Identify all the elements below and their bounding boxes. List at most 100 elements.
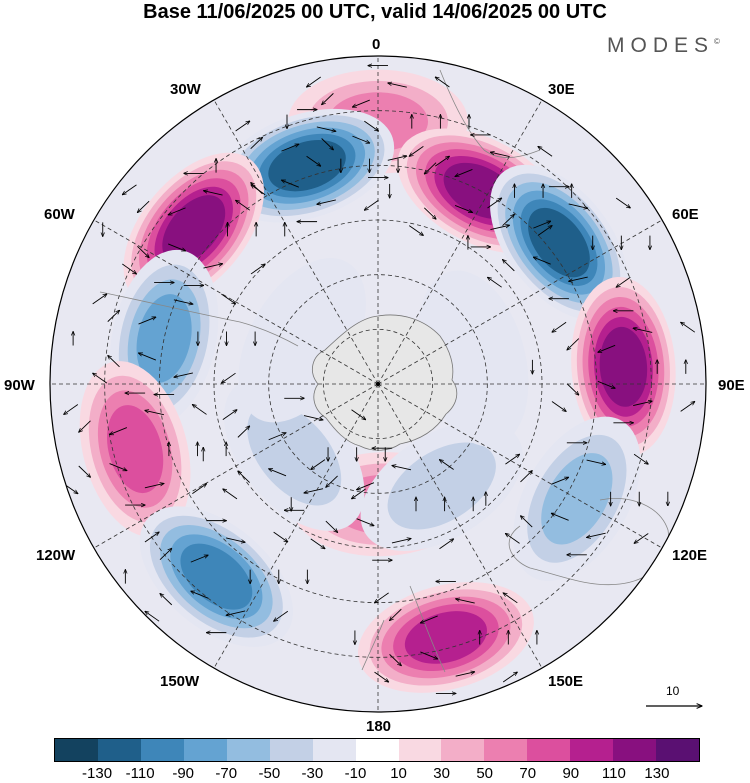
anomaly-contour xyxy=(136,294,192,383)
wind-arrow xyxy=(502,672,517,683)
lon-label-180: 180 xyxy=(366,718,392,735)
wind-arrow xyxy=(391,539,411,544)
wind-arrow xyxy=(420,651,437,659)
meridian-line xyxy=(93,383,379,549)
wind-arrow xyxy=(93,373,108,384)
wind-arrow xyxy=(388,83,407,88)
polar-map xyxy=(49,55,707,713)
colorbar-segment xyxy=(613,739,657,761)
brand-text: MODES xyxy=(607,34,715,57)
wind-arrow xyxy=(587,532,606,537)
wind-arrow xyxy=(203,264,223,269)
latitude-circle xyxy=(268,274,488,494)
wind-arrow xyxy=(387,156,407,161)
colorbar-tick-label: 10 xyxy=(390,765,407,782)
meridian-line xyxy=(377,99,543,385)
wind-arrow xyxy=(235,121,250,132)
lon-label-150e: 150E xyxy=(548,673,584,690)
colorbar-tick-label: -30 xyxy=(301,765,324,782)
wind-arrow xyxy=(357,482,375,490)
wind-arrow xyxy=(325,520,338,532)
colorbar-segment xyxy=(355,739,399,761)
wind-arrow xyxy=(487,198,502,209)
wind-arrow xyxy=(251,185,266,196)
wind-arrow xyxy=(597,380,615,388)
south-pole-dot xyxy=(376,382,380,386)
wind-arrow xyxy=(364,120,378,131)
wind-arrow xyxy=(374,671,388,682)
colorbar-segment xyxy=(656,739,700,761)
meridian-line xyxy=(213,99,379,385)
wind-arrow xyxy=(424,162,437,174)
wind-arrow xyxy=(551,513,569,521)
wind-arrow xyxy=(488,277,502,288)
wind-arrow xyxy=(435,77,450,88)
wind-arrow xyxy=(192,405,207,415)
lon-label-60e: 60E xyxy=(672,206,699,223)
anomaly-contour xyxy=(528,207,590,278)
wind-arrow xyxy=(79,420,91,432)
colorbar-tick-label: 30 xyxy=(433,765,450,782)
wind-arrow xyxy=(137,245,149,257)
wind-arrow xyxy=(552,321,567,332)
wind-arrow xyxy=(490,225,509,231)
wind-arrow xyxy=(633,328,653,333)
wind-arrow xyxy=(533,221,550,229)
wind-arrow xyxy=(281,144,298,152)
wind-arrow xyxy=(520,471,532,483)
anomaly-center xyxy=(139,506,293,647)
graticule xyxy=(50,56,706,712)
wind-arrow xyxy=(110,427,128,435)
lon-label-150w: 150W xyxy=(160,673,200,690)
colorbar-segment xyxy=(527,739,571,761)
wind-arrow xyxy=(236,200,251,211)
wind-arrow xyxy=(108,355,120,368)
wind-arrow xyxy=(321,138,334,150)
wind-arrow xyxy=(568,203,588,208)
wind-arrow xyxy=(311,459,326,470)
anomaly-contour xyxy=(268,139,346,192)
wind-arrow xyxy=(122,263,136,274)
wind-arrow xyxy=(681,322,696,333)
lon-label-120e: 120E xyxy=(672,547,708,564)
wind-arrow xyxy=(569,276,588,281)
wind-arrow xyxy=(616,276,631,287)
meridian-line xyxy=(377,383,543,669)
lon-label-30w: 30W xyxy=(170,81,201,98)
anomaly-contour xyxy=(541,453,613,545)
colorbar-tick-label: -50 xyxy=(258,765,281,782)
wind-arrow xyxy=(326,475,338,487)
lon-label-90w: 90W xyxy=(4,377,35,394)
colorbar-segment xyxy=(97,739,141,761)
wind-arrow xyxy=(351,409,366,420)
colorbar-segment xyxy=(312,739,356,761)
wind-arrow xyxy=(250,137,263,150)
latitude-circle xyxy=(322,328,434,440)
wind-arrow xyxy=(192,484,206,495)
wind-arrow xyxy=(389,654,402,665)
colorbar-segment xyxy=(226,739,270,761)
colorbar-tick-label: -110 xyxy=(125,765,155,782)
wind-arrow xyxy=(634,533,649,543)
wind-arrow xyxy=(455,672,475,677)
wind-arrow xyxy=(122,184,137,195)
wind-arrow xyxy=(456,599,475,604)
wind-arrow xyxy=(392,466,412,471)
colorbar-segment xyxy=(441,739,485,761)
wind-arrow xyxy=(226,610,246,615)
wind-arrow xyxy=(168,207,186,215)
wind-arrow xyxy=(533,257,551,265)
wind-arrow xyxy=(505,533,520,544)
wind-arrow xyxy=(502,214,515,227)
lon-label-0: 0 xyxy=(372,36,381,53)
wind-arrow xyxy=(352,135,369,143)
wind-arrow xyxy=(191,591,209,599)
meridian-line xyxy=(377,383,663,549)
wind-arrow xyxy=(139,353,157,361)
wind-arrow xyxy=(107,310,120,322)
wind-arrow xyxy=(409,146,424,156)
colorbar-tick-label: 90 xyxy=(562,765,580,782)
lon-label-120w: 120W xyxy=(36,547,76,564)
wind-arrow xyxy=(238,471,250,483)
brand-logo: MODES© xyxy=(607,34,720,58)
